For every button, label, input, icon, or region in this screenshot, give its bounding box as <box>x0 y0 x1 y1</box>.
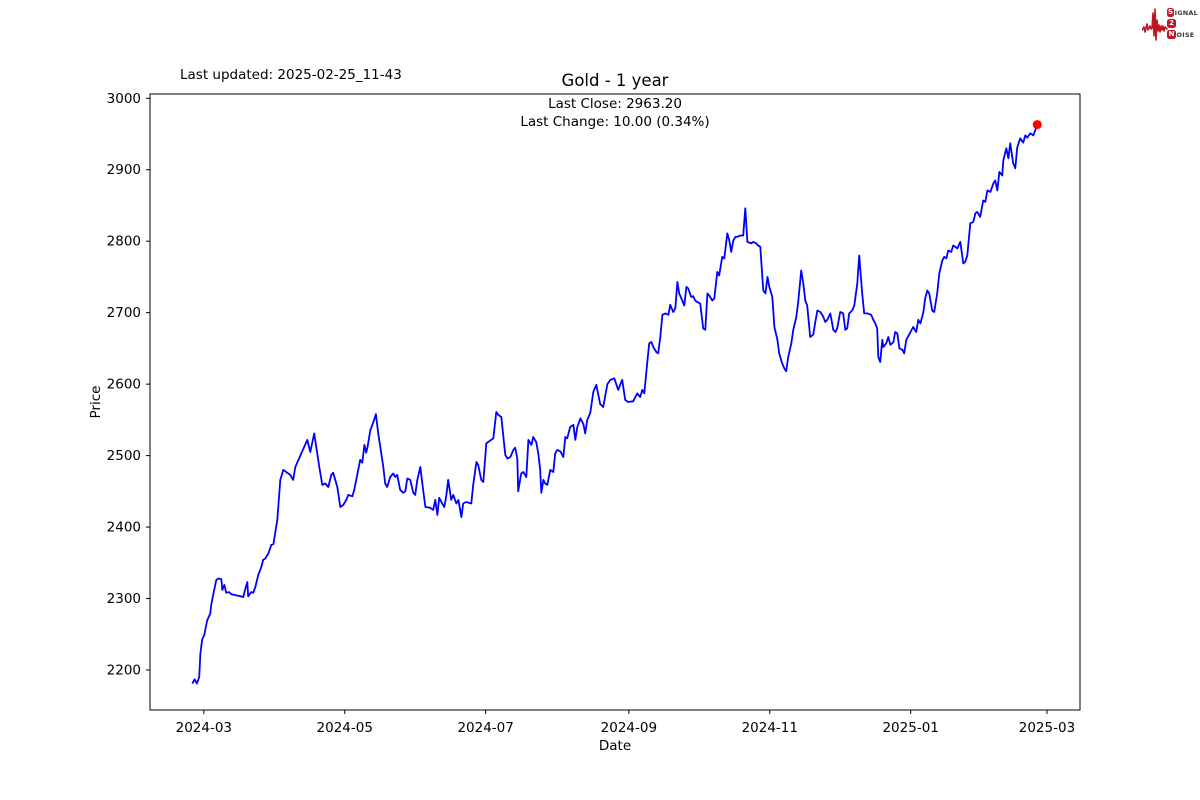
x-tick-label: 2024-07 <box>457 720 513 736</box>
last-close-annotation: Last Close: 2963.20 Last Change: 10.00 (… <box>150 95 1080 131</box>
axes-box <box>149 93 1081 711</box>
y-tick-label: 2900 <box>107 162 141 178</box>
y-tick-label: 3000 <box>107 91 141 107</box>
y-tick-label: 2500 <box>107 448 141 464</box>
last-close-line: Last Close: 2963.20 <box>548 96 682 112</box>
x-tick-label: 2024-09 <box>601 720 657 736</box>
x-tick-label: 2024-03 <box>176 720 232 736</box>
last-change-line: Last Change: 10.00 (0.34%) <box>520 114 710 130</box>
x-tick-label: 2024-05 <box>317 720 373 736</box>
x-tick-label: 2025-01 <box>882 720 938 736</box>
last-price-marker <box>1032 120 1042 130</box>
y-tick-label: 2600 <box>107 377 141 393</box>
signal2noise-logo: S IGNAL 2 N OISE <box>1142 4 1198 46</box>
logo-word-ignal: IGNAL <box>1174 8 1198 17</box>
logo-badge-2: 2 <box>1167 19 1176 28</box>
chart-title: Gold - 1 year <box>561 71 669 90</box>
y-tick-label: 2800 <box>107 234 141 250</box>
heartbeat-waveform-icon <box>1142 8 1168 41</box>
y-tick-label: 2200 <box>107 662 141 678</box>
x-axis-label: Date <box>598 738 632 754</box>
last-updated-text: Last updated: 2025-02-25_11-43 <box>180 67 402 83</box>
gold-price-line <box>191 124 1039 685</box>
y-tick-label: 2400 <box>107 520 141 536</box>
y-tick-label: 2700 <box>107 305 141 321</box>
x-tick-label: 2025-03 <box>1019 720 1075 736</box>
y-tick-label: 2300 <box>107 591 141 607</box>
logo-badge-s: S <box>1167 8 1175 17</box>
logo-word-oise: OISE <box>1176 30 1195 39</box>
x-tick-label: 2024-11 <box>742 720 798 736</box>
y-axis-label: Price <box>88 385 104 419</box>
logo-badge-n: N <box>1167 30 1176 39</box>
